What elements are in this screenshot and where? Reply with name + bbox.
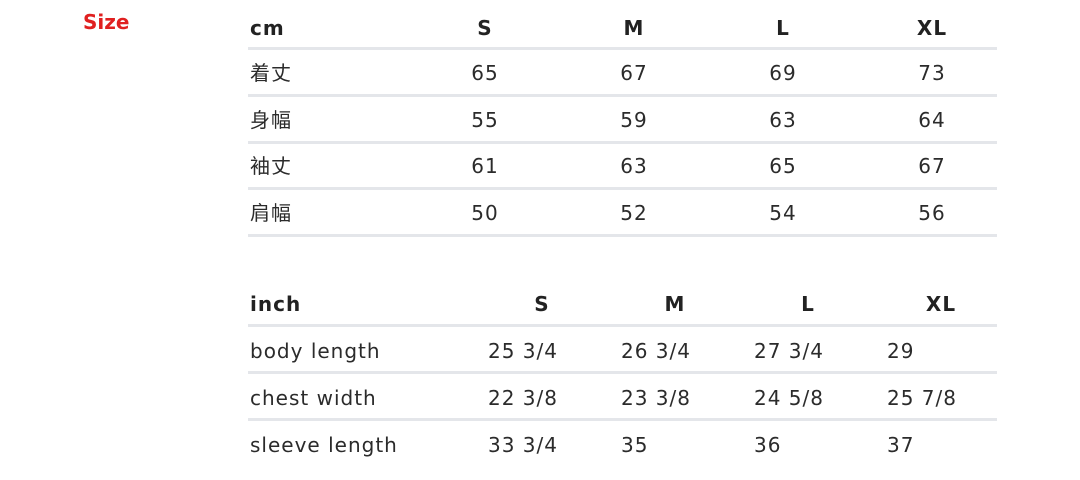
cell: 33 3/4 <box>488 433 558 457</box>
cell: 35 <box>621 433 649 457</box>
header-cell: cm <box>250 16 285 40</box>
cell: 65 <box>769 154 797 178</box>
row-divider <box>248 371 997 374</box>
header-cell: S <box>534 292 550 316</box>
header-cell: L <box>776 16 790 40</box>
cell: 37 <box>887 433 915 457</box>
cell: 56 <box>918 201 946 225</box>
row-divider <box>248 47 997 50</box>
row-label: body length <box>250 339 381 363</box>
cell: 67 <box>918 154 946 178</box>
cell: 61 <box>471 154 499 178</box>
row-divider <box>248 141 997 144</box>
row-label: 袖丈 <box>250 154 292 178</box>
cell: 65 <box>471 61 499 85</box>
cell: 29 <box>887 339 915 363</box>
cell: 26 3/4 <box>621 339 691 363</box>
cell: 23 3/8 <box>621 386 691 410</box>
cell: 25 7/8 <box>887 386 957 410</box>
header-cell: L <box>801 292 815 316</box>
cell: 63 <box>620 154 648 178</box>
cell: 22 3/8 <box>488 386 558 410</box>
cell: 67 <box>620 61 648 85</box>
row-label: sleeve length <box>250 433 398 457</box>
header-cell: XL <box>925 292 957 316</box>
size-title: Size <box>83 10 130 34</box>
cell: 24 5/8 <box>754 386 824 410</box>
cell: 59 <box>620 108 648 132</box>
cell: 64 <box>918 108 946 132</box>
row-label: 肩幅 <box>250 201 292 225</box>
cell: 55 <box>471 108 499 132</box>
cell: 25 3/4 <box>488 339 558 363</box>
cell: 52 <box>620 201 648 225</box>
row-divider <box>248 94 997 97</box>
row-divider <box>248 418 997 421</box>
row-divider <box>248 234 997 237</box>
row-divider <box>248 187 997 190</box>
cell: 27 3/4 <box>754 339 824 363</box>
cell: 69 <box>769 61 797 85</box>
header-cell: XL <box>916 16 948 40</box>
cell: 36 <box>754 433 782 457</box>
row-label: 身幅 <box>250 108 292 132</box>
row-label: chest width <box>250 386 377 410</box>
header-cell: M <box>664 292 686 316</box>
header-cell: S <box>477 16 493 40</box>
row-label: 着丈 <box>250 61 292 85</box>
cell: 73 <box>918 61 946 85</box>
cell: 63 <box>769 108 797 132</box>
header-cell: inch <box>250 292 302 316</box>
cell: 54 <box>769 201 797 225</box>
header-cell: M <box>623 16 645 40</box>
cell: 50 <box>471 201 499 225</box>
row-divider <box>248 324 997 327</box>
